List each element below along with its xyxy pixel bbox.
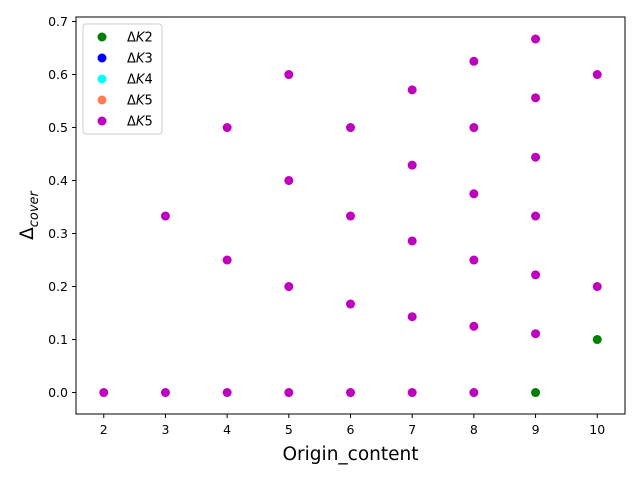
y-tick-label: 0.7 bbox=[48, 14, 68, 29]
x-tick-label: 2 bbox=[100, 422, 108, 437]
x-tick-label: 10 bbox=[589, 422, 605, 437]
legend-label-5: ΔK5 bbox=[127, 115, 153, 130]
data-point-series-5-27 bbox=[531, 270, 541, 280]
data-point-series-5-26 bbox=[531, 329, 541, 339]
x-tick-label: 4 bbox=[223, 422, 231, 437]
data-point-series-5-12 bbox=[346, 299, 355, 309]
data-point-series-5-25 bbox=[469, 56, 479, 66]
data-point-series-5-18 bbox=[407, 160, 417, 170]
legend-entries: ΔK2 ΔK3 ΔK4 ΔK5 ΔK5 bbox=[97, 31, 153, 130]
y-tick-label: 0.5 bbox=[48, 120, 68, 135]
data-point-series-5-33 bbox=[592, 70, 602, 80]
legend-label-1: ΔK2 bbox=[127, 31, 153, 46]
y-tick-label: 0.2 bbox=[48, 279, 68, 294]
y-tick-label: 0.1 bbox=[48, 332, 68, 347]
data-point-series-5-19 bbox=[407, 85, 417, 95]
y-tick-label: 0.3 bbox=[48, 226, 68, 241]
data-point-series-5-28 bbox=[531, 211, 541, 221]
data-point-series-5-23 bbox=[469, 189, 479, 199]
data-point-series-5-29 bbox=[531, 152, 541, 162]
y-axis-label: Δcover bbox=[17, 189, 42, 239]
data-point-series-5-4 bbox=[222, 388, 232, 398]
points-layer bbox=[99, 34, 602, 398]
legend-label-3: ΔK4 bbox=[127, 73, 153, 88]
data-point-series-5-11 bbox=[346, 388, 355, 398]
legend-marker-4 bbox=[97, 95, 107, 105]
legend-marker-3 bbox=[97, 74, 107, 84]
data-point-series-5-20 bbox=[469, 388, 479, 398]
x-tick-label: 3 bbox=[161, 422, 169, 437]
data-point-series-5-6 bbox=[222, 123, 232, 133]
data-point-series-1-2 bbox=[592, 335, 602, 345]
data-point-series-5-9 bbox=[284, 176, 294, 186]
x-axis: 2 3 4 5 6 7 8 9 10 bbox=[100, 414, 605, 437]
data-point-series-5-3 bbox=[160, 211, 170, 221]
y-axis-label-subscript: cover bbox=[27, 189, 42, 227]
y-tick-label: 0.4 bbox=[48, 173, 68, 188]
data-point-series-5-7 bbox=[284, 388, 294, 398]
x-tick-label: 9 bbox=[532, 422, 540, 437]
y-tick-label: 0.0 bbox=[48, 385, 68, 400]
legend-box bbox=[82, 23, 163, 135]
y-axis: 0.0 0.1 0.2 0.3 0.4 0.5 0.6 0.7 bbox=[48, 14, 76, 400]
data-point-series-1-1 bbox=[531, 388, 541, 398]
data-point-series-5-8 bbox=[284, 282, 294, 292]
legend-marker-1 bbox=[97, 32, 107, 42]
data-point-series-5-32 bbox=[592, 282, 602, 292]
x-tick-label: 5 bbox=[285, 422, 293, 437]
data-point-series-5-15 bbox=[407, 388, 417, 398]
data-point-series-5-31 bbox=[531, 34, 541, 44]
x-axis-label: Origin_content bbox=[283, 444, 419, 465]
data-point-series-5-17 bbox=[407, 236, 417, 246]
legend-marker-5 bbox=[97, 116, 107, 126]
data-point-series-5-1 bbox=[99, 388, 109, 398]
data-point-series-5-30 bbox=[531, 93, 541, 103]
x-tick-label: 6 bbox=[347, 422, 355, 437]
legend-marker-2 bbox=[97, 53, 107, 63]
x-tick-label: 7 bbox=[408, 422, 416, 437]
legend-label-4: ΔK5 bbox=[127, 94, 153, 109]
data-point-series-5-14 bbox=[346, 123, 355, 133]
data-point-series-5-24 bbox=[469, 123, 479, 133]
legend-label-2: ΔK3 bbox=[127, 52, 153, 67]
data-point-series-5-13 bbox=[346, 211, 355, 221]
legend: ΔK2 ΔK3 ΔK4 ΔK5 ΔK5 bbox=[82, 23, 163, 135]
y-axis-label-main: Δ bbox=[17, 227, 38, 240]
data-point-series-5-22 bbox=[469, 255, 479, 265]
data-point-series-5-21 bbox=[469, 321, 479, 331]
data-point-series-5-2 bbox=[160, 388, 170, 398]
data-point-series-5-16 bbox=[407, 312, 417, 322]
data-point-series-5-5 bbox=[222, 255, 232, 265]
y-tick-label: 0.6 bbox=[48, 67, 68, 82]
x-tick-label: 8 bbox=[470, 422, 478, 437]
data-point-series-5-10 bbox=[284, 70, 294, 80]
